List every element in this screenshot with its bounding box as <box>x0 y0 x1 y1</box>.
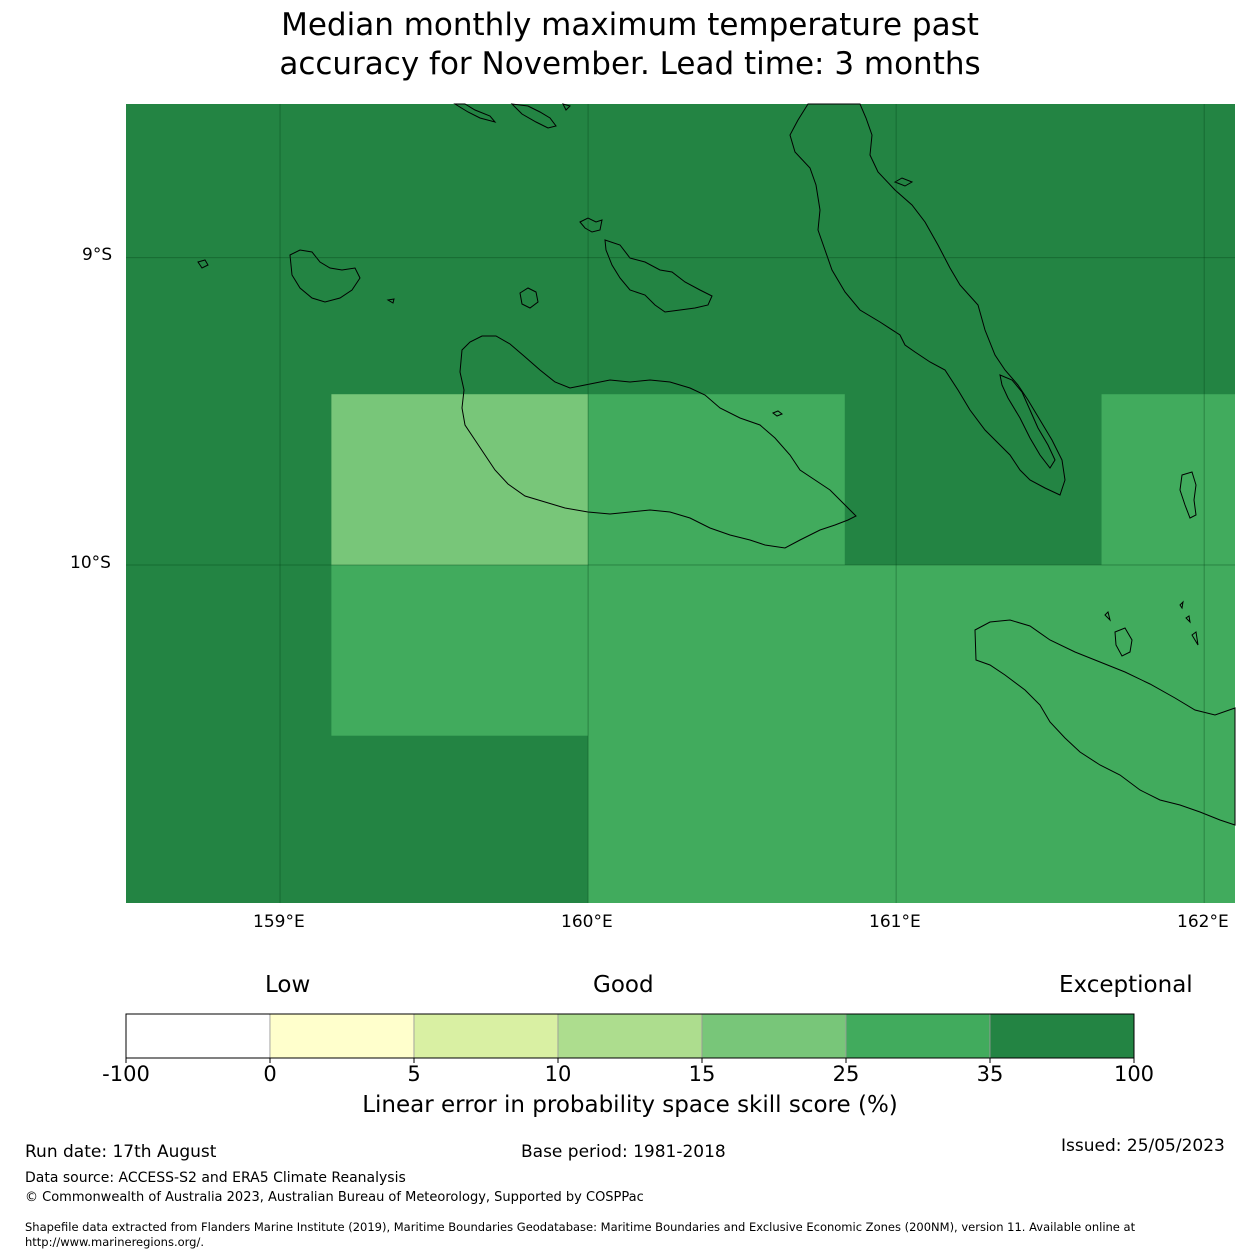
coastline <box>289 249 361 303</box>
coastline <box>453 103 497 123</box>
title-line-1: Median monthly maximum temperature past <box>281 7 979 43</box>
coastline <box>974 619 1236 826</box>
skill-cell <box>588 394 845 565</box>
skill-cell <box>331 564 589 736</box>
skill-cell <box>331 394 589 565</box>
colorbar-tick: 10 <box>544 1062 572 1086</box>
title-line-2: accuracy for November. Lead time: 3 mont… <box>279 46 981 82</box>
colorbar-tick: 15 <box>688 1062 716 1086</box>
coastlines <box>197 103 1236 826</box>
coastline <box>1114 627 1133 657</box>
lon-label-159e: 159°E <box>253 912 305 932</box>
coastline <box>197 259 209 269</box>
coastline <box>1179 471 1197 519</box>
lon-label-162e: 162°E <box>1177 912 1229 932</box>
coastline <box>893 177 914 187</box>
skill-cell <box>588 564 1235 903</box>
coastline <box>562 103 571 111</box>
base-period: Base period: 1981-2018 <box>521 1142 726 1162</box>
colorbar-category-exceptional: Exceptional <box>1059 972 1193 998</box>
copyright: © Commonwealth of Australia 2023, Austra… <box>25 1190 644 1205</box>
coastline <box>459 335 857 549</box>
colorbar-tick: 25 <box>832 1062 860 1086</box>
coastline <box>1185 615 1191 624</box>
lon-label-161e: 161°E <box>869 912 921 932</box>
coastline <box>604 239 713 313</box>
colorbar-tick: 35 <box>976 1062 1004 1086</box>
lat-label-10s: 10°S <box>70 553 111 573</box>
colorbar-tick: -100 <box>102 1062 150 1086</box>
colorbar-tick: 100 <box>1113 1062 1155 1086</box>
colorbar-label: Linear error in probability space skill … <box>362 1092 898 1118</box>
coastline <box>771 410 784 417</box>
coastline <box>789 103 1066 496</box>
colorbar-category-good: Good <box>593 972 654 998</box>
chart-title: Median monthly maximum temperature past … <box>0 6 1260 84</box>
coastline <box>510 103 557 129</box>
colorbar-tick: 5 <box>407 1062 421 1086</box>
coastline <box>1191 631 1199 646</box>
shapefile-url: http://www.marineregions.org/. <box>25 1235 204 1249</box>
issued-date: Issued: 25/05/2023 <box>1061 1136 1225 1156</box>
coastline <box>1179 600 1184 610</box>
lon-label-160e: 160°E <box>561 912 613 932</box>
coastline <box>519 287 539 309</box>
data-source: Data source: ACCESS-S2 and ERA5 Climate … <box>25 1170 406 1186</box>
lat-label-9s: 9°S <box>82 245 113 265</box>
coastline <box>579 217 603 233</box>
skill-cell <box>1101 394 1235 565</box>
colorbar-tick: 0 <box>263 1062 277 1086</box>
coastline <box>1104 611 1111 622</box>
coastline <box>999 374 1056 469</box>
colorbar-category-low: Low <box>265 972 311 998</box>
run-date: Run date: 17th August <box>25 1142 217 1162</box>
coastline <box>386 298 395 304</box>
shapefile-credit: Shapefile data extracted from Flanders M… <box>25 1220 1136 1234</box>
